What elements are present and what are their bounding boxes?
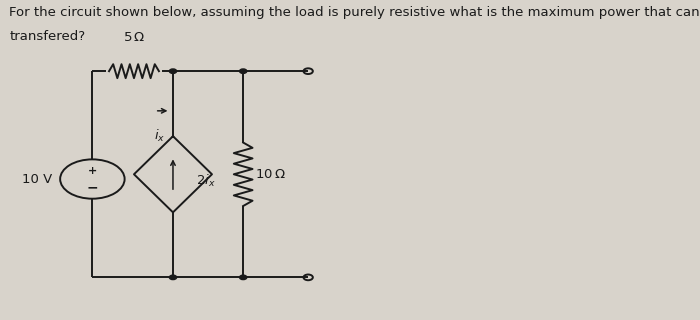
Circle shape: [169, 275, 176, 280]
Text: $2i_x$: $2i_x$: [197, 172, 216, 189]
Text: −: −: [87, 180, 98, 194]
Text: $10\,\Omega$: $10\,\Omega$: [255, 168, 286, 181]
Circle shape: [169, 69, 176, 73]
Text: transfered?: transfered?: [9, 30, 85, 43]
Text: 10 V: 10 V: [22, 172, 52, 186]
Text: +: +: [88, 166, 97, 176]
Circle shape: [239, 275, 247, 280]
Circle shape: [239, 69, 247, 73]
Text: For the circuit shown below, assuming the load is purely resistive what is the m: For the circuit shown below, assuming th…: [9, 6, 700, 19]
Text: $5\,\Omega$: $5\,\Omega$: [123, 31, 145, 44]
Text: $i_x$: $i_x$: [155, 128, 166, 144]
